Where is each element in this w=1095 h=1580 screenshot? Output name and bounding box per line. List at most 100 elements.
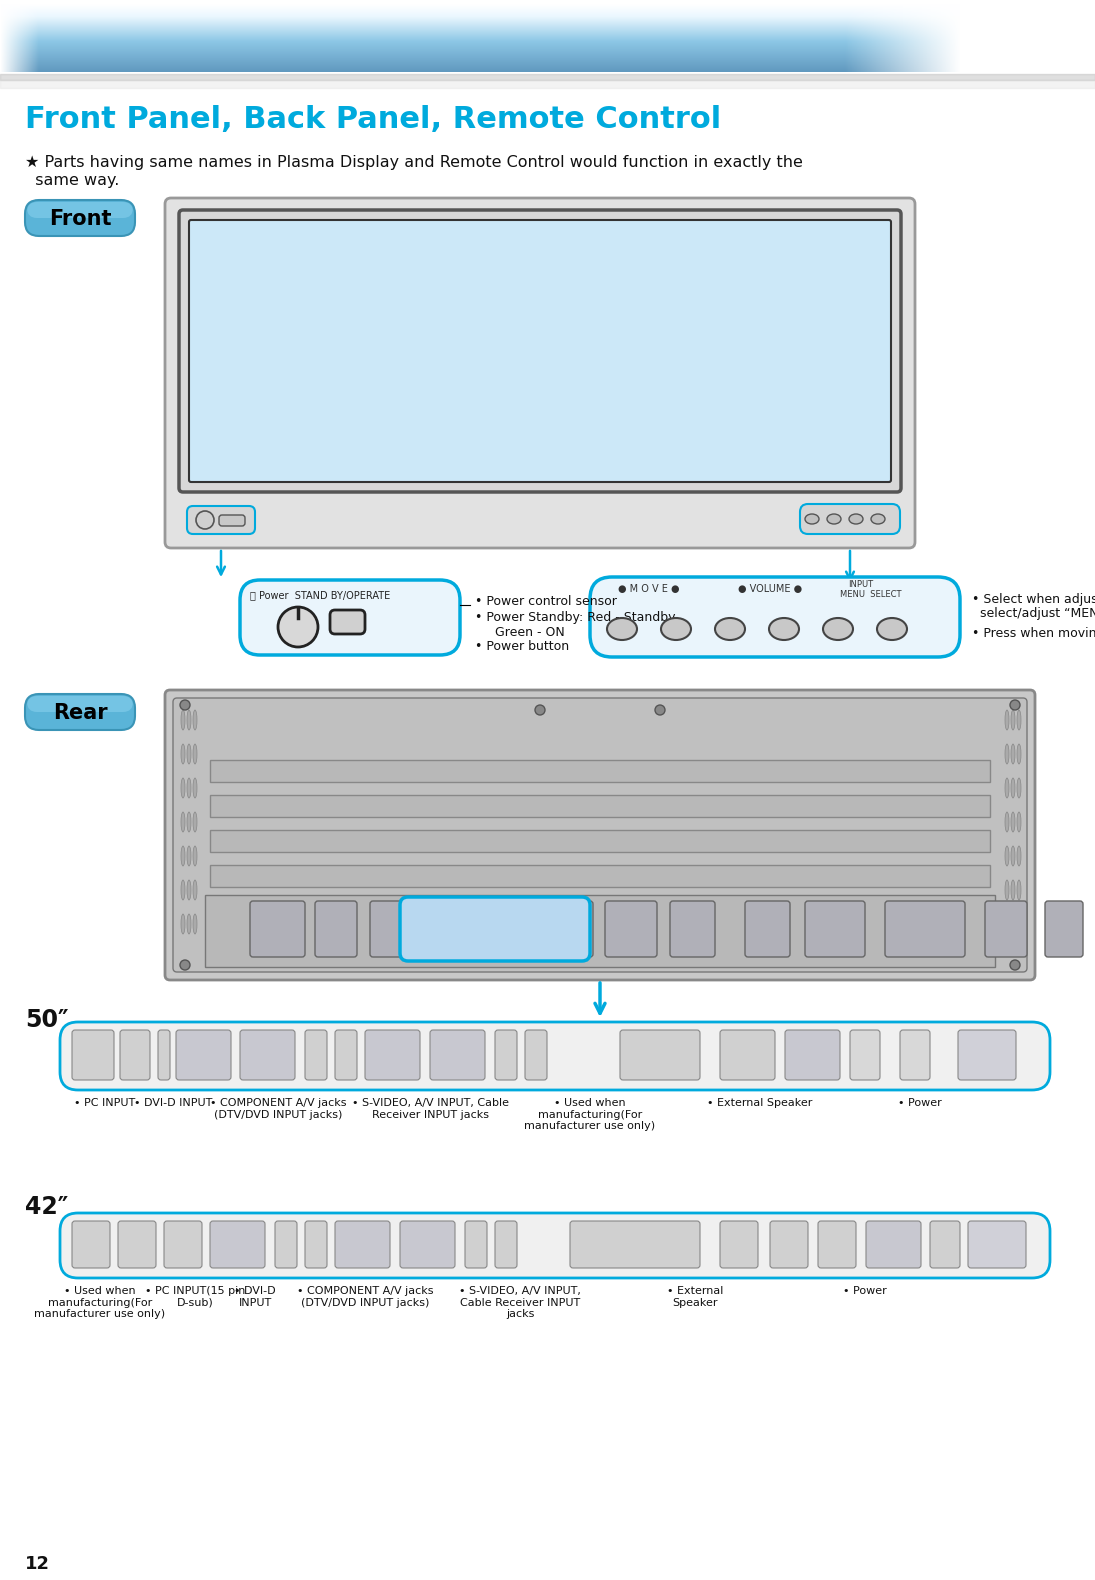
Ellipse shape [187, 744, 191, 765]
FancyBboxPatch shape [400, 1221, 456, 1269]
Text: • COMPONENT A/V jacks
(DTV/DVD INPUT jacks): • COMPONENT A/V jacks (DTV/DVD INPUT jac… [297, 1286, 434, 1308]
Ellipse shape [1017, 709, 1021, 730]
Bar [205, 894, 995, 967]
Ellipse shape [1011, 880, 1015, 901]
FancyBboxPatch shape [118, 1221, 155, 1269]
FancyBboxPatch shape [275, 1221, 297, 1269]
FancyBboxPatch shape [590, 577, 960, 657]
Text: ⏻ Power  STAND BY/OPERATE: ⏻ Power STAND BY/OPERATE [250, 589, 390, 600]
Ellipse shape [1011, 777, 1015, 798]
FancyBboxPatch shape [745, 901, 789, 957]
FancyBboxPatch shape [189, 220, 891, 482]
Ellipse shape [1005, 913, 1008, 934]
Text: • External Speaker: • External Speaker [707, 1098, 812, 1108]
Text: • Power: • Power [898, 1098, 942, 1108]
Ellipse shape [1011, 812, 1015, 833]
Text: • Used when
manufacturing(For
manufacturer use only): • Used when manufacturing(For manufactur… [525, 1098, 656, 1131]
Ellipse shape [181, 913, 185, 934]
Ellipse shape [1011, 913, 1015, 934]
FancyBboxPatch shape [335, 1030, 357, 1081]
Ellipse shape [1005, 777, 1008, 798]
Text: Panel Controls: Panel Controls [321, 22, 638, 60]
FancyBboxPatch shape [178, 210, 901, 491]
FancyBboxPatch shape [176, 1030, 231, 1081]
FancyBboxPatch shape [306, 1221, 327, 1269]
Text: ● VOLUME ●: ● VOLUME ● [738, 585, 803, 594]
FancyBboxPatch shape [72, 1030, 114, 1081]
Text: • Power: • Power [843, 1286, 887, 1296]
Ellipse shape [1017, 845, 1021, 866]
FancyBboxPatch shape [25, 694, 135, 730]
FancyBboxPatch shape [173, 698, 1027, 972]
Text: • COMPONENT A/V jacks
(DTV/DVD INPUT jacks): • COMPONENT A/V jacks (DTV/DVD INPUT jac… [210, 1098, 346, 1120]
Text: Front: Front [49, 209, 112, 229]
FancyBboxPatch shape [495, 1030, 517, 1081]
FancyBboxPatch shape [27, 202, 132, 218]
FancyBboxPatch shape [570, 1221, 700, 1269]
Ellipse shape [1011, 845, 1015, 866]
FancyBboxPatch shape [785, 1030, 840, 1081]
FancyBboxPatch shape [365, 1030, 420, 1081]
Ellipse shape [607, 618, 637, 640]
Text: MENU  SELECT: MENU SELECT [840, 589, 901, 599]
FancyBboxPatch shape [805, 901, 865, 957]
FancyBboxPatch shape [315, 901, 357, 957]
Ellipse shape [193, 845, 197, 866]
Circle shape [1010, 961, 1021, 970]
FancyBboxPatch shape [958, 1030, 1016, 1081]
Ellipse shape [1017, 913, 1021, 934]
FancyBboxPatch shape [721, 1221, 758, 1269]
Ellipse shape [187, 845, 191, 866]
Ellipse shape [181, 709, 185, 730]
FancyBboxPatch shape [25, 201, 135, 235]
Ellipse shape [827, 514, 841, 525]
Ellipse shape [187, 709, 191, 730]
Ellipse shape [1017, 812, 1021, 833]
Text: Front Panel, Back Panel, Remote Control: Front Panel, Back Panel, Remote Control [25, 104, 722, 134]
FancyBboxPatch shape [250, 901, 306, 957]
Ellipse shape [181, 880, 185, 901]
FancyBboxPatch shape [400, 897, 590, 961]
FancyBboxPatch shape [72, 1221, 110, 1269]
Ellipse shape [193, 709, 197, 730]
FancyBboxPatch shape [210, 1221, 265, 1269]
FancyBboxPatch shape [240, 580, 460, 656]
FancyBboxPatch shape [120, 1030, 150, 1081]
Text: • DVI-D
INPUT: • DVI-D INPUT [234, 1286, 276, 1308]
FancyBboxPatch shape [164, 1221, 201, 1269]
Ellipse shape [769, 618, 799, 640]
FancyBboxPatch shape [986, 901, 1027, 957]
Text: 12: 12 [25, 1555, 50, 1574]
FancyBboxPatch shape [930, 1221, 960, 1269]
Text: • PC INPUT(15 pin
D-sub): • PC INPUT(15 pin D-sub) [145, 1286, 245, 1308]
Ellipse shape [1011, 709, 1015, 730]
FancyBboxPatch shape [27, 697, 132, 713]
Bar [210, 760, 990, 782]
Ellipse shape [193, 744, 197, 765]
Ellipse shape [187, 777, 191, 798]
FancyBboxPatch shape [606, 901, 657, 957]
Circle shape [180, 700, 191, 709]
FancyBboxPatch shape [240, 1030, 295, 1081]
Ellipse shape [1005, 845, 1008, 866]
Text: • Select when adjusting volume or: • Select when adjusting volume or [972, 592, 1095, 607]
Text: • Power Standby: Red - Standby: • Power Standby: Red - Standby [475, 611, 676, 624]
Ellipse shape [181, 744, 185, 765]
Ellipse shape [193, 913, 197, 934]
Ellipse shape [1005, 744, 1008, 765]
FancyBboxPatch shape [165, 198, 915, 548]
Text: 50″: 50″ [25, 1008, 69, 1032]
Text: • S-VIDEO, A/V INPUT, Cable
Receiver INPUT jacks: • S-VIDEO, A/V INPUT, Cable Receiver INP… [351, 1098, 508, 1120]
Circle shape [278, 607, 318, 646]
Text: • External
Speaker: • External Speaker [667, 1286, 723, 1308]
FancyBboxPatch shape [866, 1221, 921, 1269]
FancyBboxPatch shape [187, 506, 255, 534]
Circle shape [535, 705, 545, 716]
Ellipse shape [193, 777, 197, 798]
FancyBboxPatch shape [165, 690, 1035, 980]
Ellipse shape [193, 812, 197, 833]
Ellipse shape [181, 812, 185, 833]
Text: • PC INPUT: • PC INPUT [74, 1098, 136, 1108]
Bar [210, 830, 990, 852]
Circle shape [1010, 700, 1021, 709]
